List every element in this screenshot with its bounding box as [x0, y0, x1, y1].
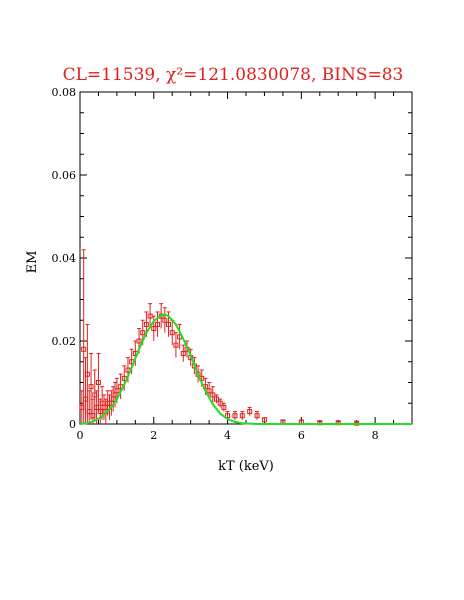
data-point: [232, 413, 238, 419]
y-tick-label: 0: [69, 418, 76, 431]
y-tick-label: 0.06: [52, 169, 77, 182]
data-point: [114, 388, 120, 394]
x-tick-label: 4: [224, 429, 231, 442]
data-point: [136, 338, 142, 344]
data-point: [162, 317, 168, 323]
data-point: [166, 321, 172, 327]
data-point: [225, 413, 231, 419]
y-tick-label: 0.02: [52, 335, 77, 348]
data-point: [180, 350, 186, 356]
chart-title: CL=11539, χ²=121.0830078, BINS=83: [63, 65, 404, 85]
data-point: [81, 346, 87, 352]
x-axis-label: kT (keV): [218, 459, 274, 474]
x-tick-label: 2: [150, 429, 157, 442]
data-point: [247, 409, 253, 415]
model-curve: [79, 313, 412, 425]
data-point: [88, 384, 94, 390]
data-point: [254, 413, 260, 419]
x-tick-label: 6: [298, 429, 305, 442]
data-point: [95, 380, 101, 385]
data-point: [140, 330, 146, 336]
data-point: [239, 413, 245, 419]
data-point: [221, 404, 227, 410]
data-point: [261, 417, 267, 423]
data-point: [143, 321, 149, 327]
data-point: [154, 321, 160, 327]
y-axis-label: EM: [25, 251, 40, 274]
data-point: [151, 326, 157, 332]
y-tick-label: 0.08: [52, 86, 77, 99]
x-tick-label: 0: [77, 429, 84, 442]
y-tick-label: 0.04: [52, 252, 77, 265]
x-tick-label: 8: [372, 429, 379, 442]
data-point: [84, 371, 90, 377]
data-point: [173, 342, 179, 348]
data-point: [206, 388, 212, 394]
plot-area: 0 2 4 6 8 0 0.02 0.04 0.06 0.08: [52, 86, 413, 442]
